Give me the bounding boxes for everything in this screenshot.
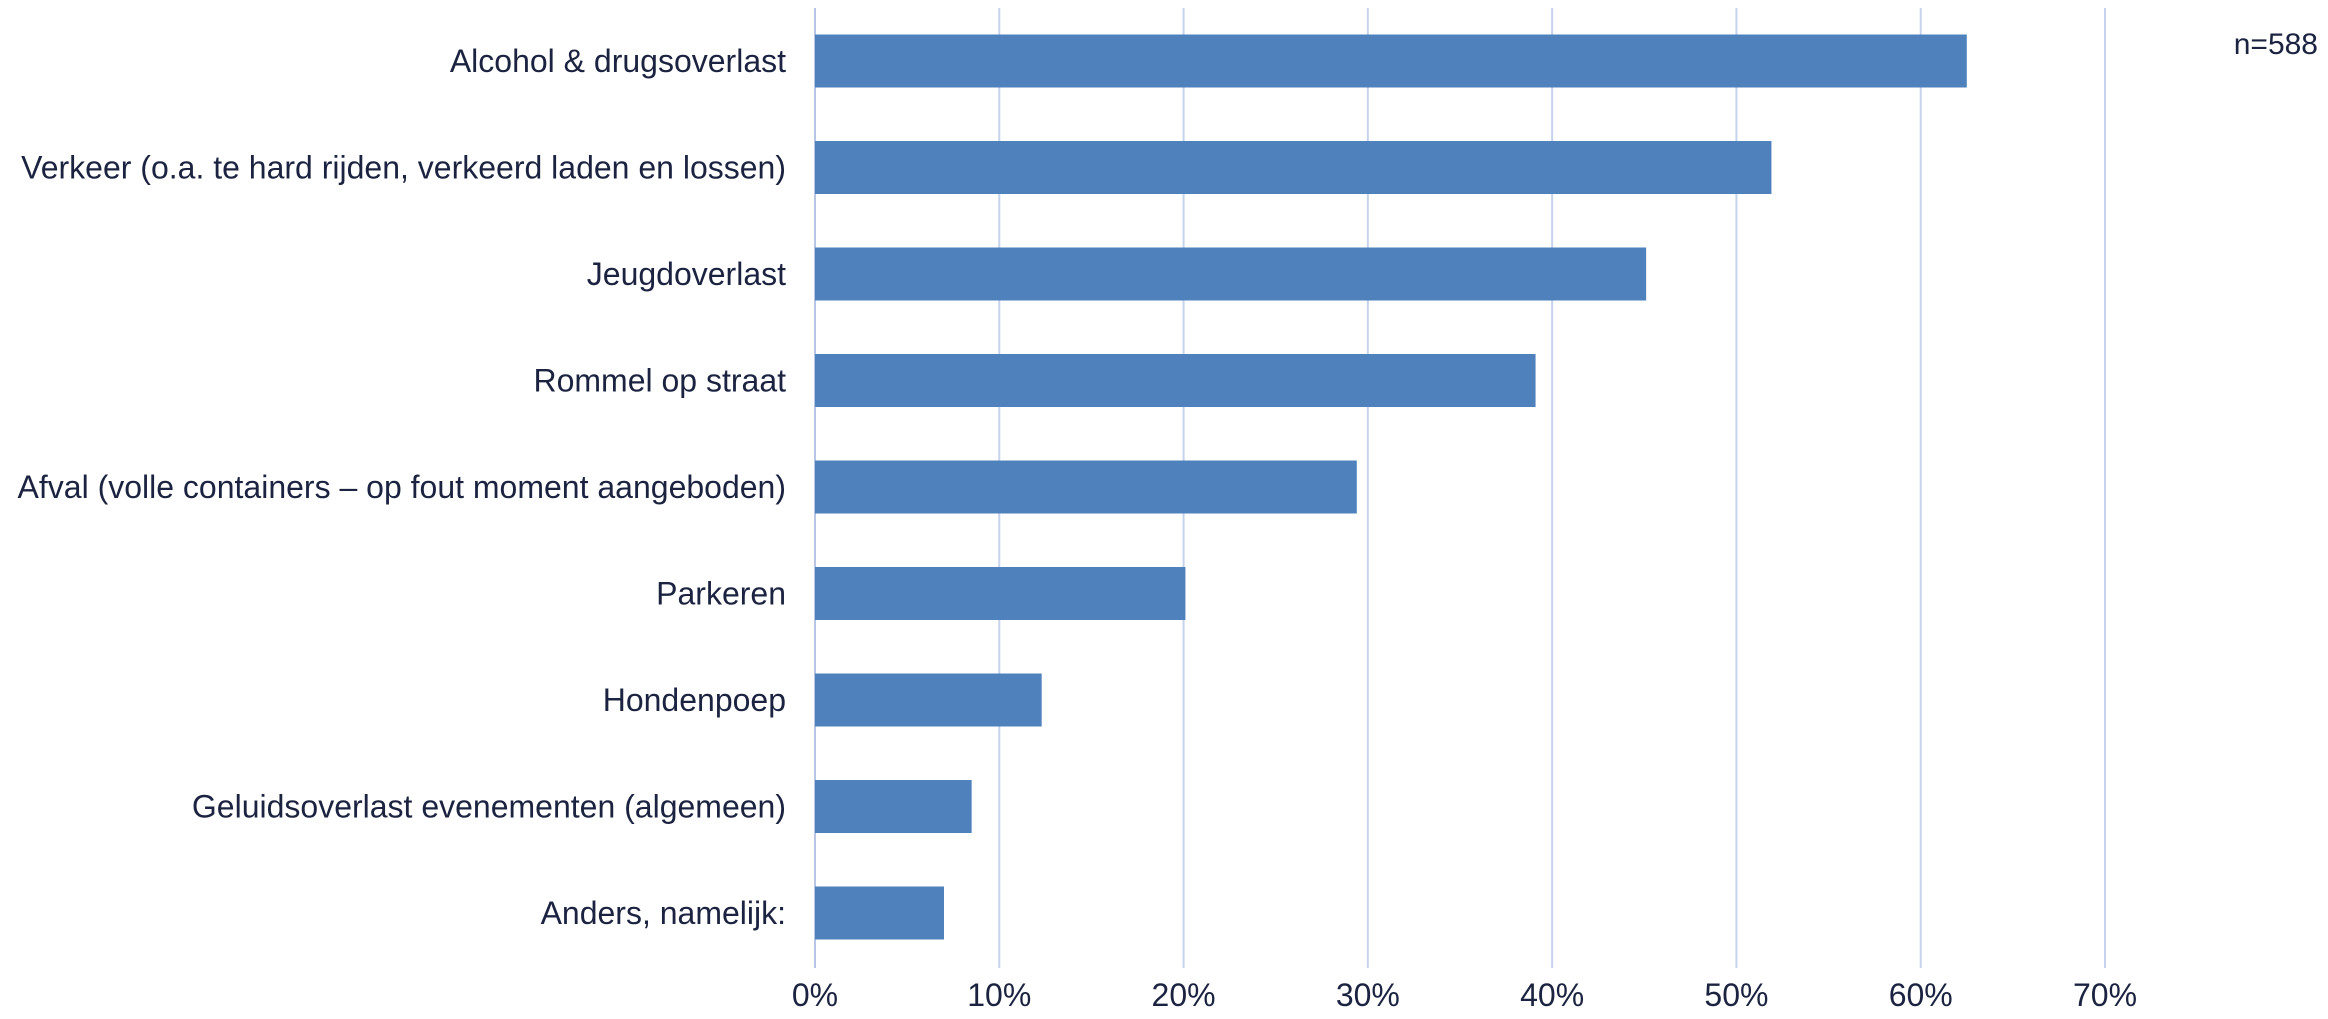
x-tick-label: 40% xyxy=(1520,977,1584,1013)
bar xyxy=(815,460,1357,514)
bar xyxy=(815,141,1772,194)
bars xyxy=(815,34,1967,940)
category-label: Parkeren xyxy=(656,576,786,612)
x-axis-tick-labels: 0% 10% 20% 30% 40% 50% 60% 70% xyxy=(792,977,2137,1013)
bar xyxy=(815,567,1186,620)
bar xyxy=(815,354,1536,407)
x-tick-label: 50% xyxy=(1704,977,1768,1013)
bar xyxy=(815,886,944,940)
x-tick-label: 70% xyxy=(2073,977,2137,1013)
category-label: Anders, namelijk: xyxy=(541,895,786,931)
category-label: Verkeer (o.a. te hard rijden, verkeerd l… xyxy=(21,150,786,186)
x-tick-label: 60% xyxy=(1889,977,1953,1013)
x-tick-label: 20% xyxy=(1152,977,1216,1013)
bar xyxy=(815,247,1647,301)
category-label: Rommel op straat xyxy=(533,363,786,399)
category-label: Hondenpoep xyxy=(603,682,786,718)
x-tick-label: 0% xyxy=(792,977,838,1013)
category-labels: Alcohol & drugsoverlast Verkeer (o.a. te … xyxy=(18,43,787,931)
category-label: Alcohol & drugsoverlast xyxy=(450,43,786,79)
bar xyxy=(815,780,972,833)
sample-size-note: n=588 xyxy=(2233,28,2318,61)
bar xyxy=(815,34,1967,88)
x-tick-label: 30% xyxy=(1336,977,1400,1013)
category-label: Afval (volle containers – op fout moment… xyxy=(18,469,786,505)
x-tick-label: 10% xyxy=(967,977,1031,1013)
category-label: Geluidsoverlast evenementen (algemeen) xyxy=(192,789,786,825)
category-label: Jeugdoverlast xyxy=(587,256,786,292)
bar xyxy=(815,673,1042,727)
